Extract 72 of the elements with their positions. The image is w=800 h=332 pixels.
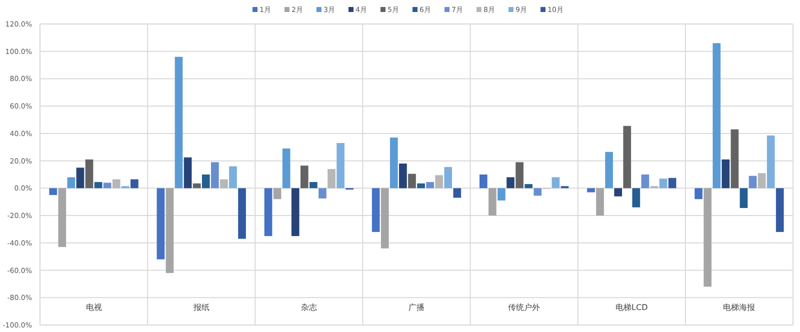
bar bbox=[712, 43, 721, 188]
bar bbox=[704, 188, 712, 287]
bar bbox=[488, 188, 496, 216]
bar bbox=[623, 126, 632, 188]
bar bbox=[444, 166, 452, 188]
bar bbox=[238, 188, 246, 239]
bar bbox=[408, 174, 416, 188]
bar bbox=[156, 188, 165, 260]
bar bbox=[730, 129, 739, 188]
bar bbox=[668, 178, 676, 188]
bar bbox=[318, 188, 326, 198]
bar bbox=[67, 177, 76, 188]
bar bbox=[399, 164, 407, 188]
bar bbox=[694, 188, 702, 200]
x-tick-label: 电视 bbox=[86, 303, 102, 312]
bar bbox=[776, 188, 784, 232]
bar bbox=[552, 177, 560, 188]
bar bbox=[300, 166, 308, 188]
bar bbox=[166, 188, 174, 274]
bar bbox=[184, 157, 192, 188]
bar bbox=[659, 178, 668, 188]
bar bbox=[229, 166, 237, 188]
bar bbox=[748, 176, 757, 188]
bar bbox=[310, 182, 318, 188]
bar bbox=[192, 183, 201, 188]
bar bbox=[614, 188, 622, 196]
bar bbox=[596, 188, 604, 216]
x-tick-label: 杂志 bbox=[300, 303, 317, 312]
x-tick-label: 报纸 bbox=[192, 303, 210, 312]
bar bbox=[453, 188, 462, 198]
bar bbox=[766, 136, 775, 188]
bar bbox=[380, 188, 389, 248]
bar bbox=[112, 179, 120, 188]
x-tick-label: 电梯LCD bbox=[616, 303, 648, 312]
bar bbox=[372, 188, 380, 232]
bar bbox=[210, 162, 219, 188]
bar bbox=[506, 177, 514, 188]
bar bbox=[220, 179, 228, 188]
bar bbox=[435, 175, 444, 188]
bar bbox=[202, 174, 210, 188]
bar bbox=[534, 188, 542, 196]
bar bbox=[130, 179, 138, 188]
bar bbox=[524, 184, 533, 188]
bar bbox=[49, 188, 58, 196]
bar bbox=[273, 188, 282, 200]
bar bbox=[85, 159, 94, 188]
bar bbox=[758, 173, 766, 188]
x-tick-label: 传统户外 bbox=[508, 303, 540, 312]
bar bbox=[516, 162, 524, 188]
bar bbox=[282, 148, 290, 188]
bar bbox=[336, 143, 344, 188]
bar bbox=[103, 182, 112, 188]
bar bbox=[328, 169, 336, 188]
bar bbox=[58, 188, 66, 248]
bar bbox=[76, 168, 84, 188]
bar bbox=[605, 152, 613, 188]
x-tick-label: 广播 bbox=[408, 303, 424, 312]
bar bbox=[740, 188, 748, 208]
bar bbox=[291, 188, 300, 236]
bar bbox=[632, 188, 640, 208]
bar bbox=[479, 174, 488, 188]
bar bbox=[94, 182, 102, 188]
bar bbox=[174, 56, 183, 188]
bar bbox=[587, 188, 595, 192]
bar bbox=[641, 174, 650, 188]
bar bbox=[722, 159, 730, 188]
x-tick-label: 电梯海报 bbox=[723, 303, 756, 312]
bar bbox=[264, 188, 272, 236]
bar bbox=[426, 182, 434, 188]
bar bbox=[390, 138, 398, 188]
bar bbox=[498, 188, 506, 200]
bar bbox=[417, 183, 425, 188]
